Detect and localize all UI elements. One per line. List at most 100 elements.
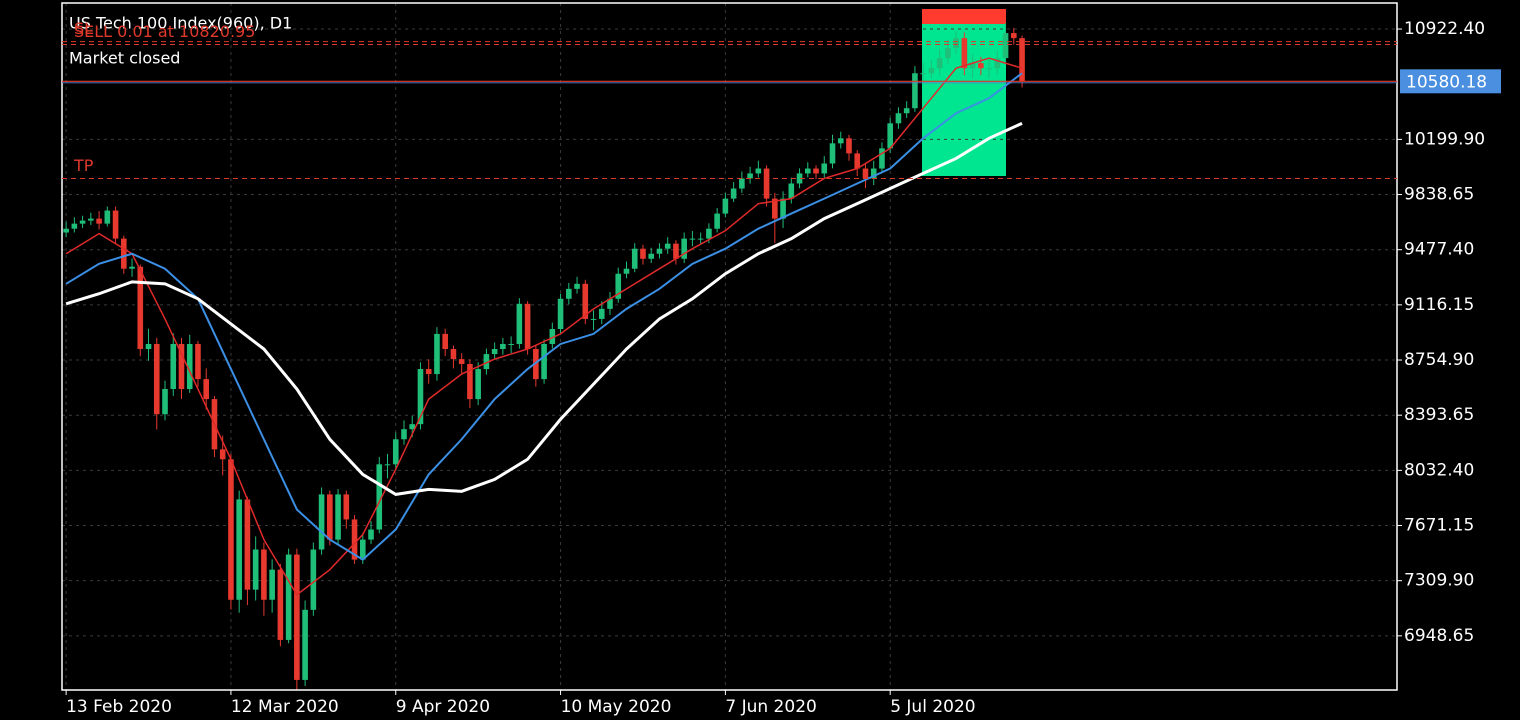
candle-body (574, 283, 580, 289)
candle-body (104, 210, 111, 224)
candle-body (500, 343, 506, 350)
candle-body (549, 329, 556, 344)
candle-body (1011, 33, 1017, 39)
candle-body (351, 519, 358, 560)
candle-body (195, 343, 201, 380)
candle-body (969, 63, 976, 69)
y-tick-label: 8032.40 (1404, 460, 1474, 480)
candle-body (244, 499, 251, 590)
level-label: SELL 0.01 at 10820.95 (74, 22, 255, 41)
candle-body (986, 68, 992, 70)
y-tick-label: 6948.65 (1404, 626, 1474, 646)
candle-body (228, 459, 234, 600)
candle-body (912, 73, 918, 109)
candle-body (829, 143, 836, 164)
candle-body (425, 369, 432, 375)
candle-body (837, 138, 844, 144)
candle-body (631, 248, 638, 269)
candle-body (401, 429, 407, 440)
candle-body (730, 188, 737, 199)
candle-body (252, 549, 259, 590)
trade-zone-bar (922, 9, 1006, 24)
candle-body (294, 554, 300, 680)
candle-body (302, 609, 308, 680)
candle-body (566, 288, 572, 299)
candle-body (706, 228, 712, 239)
candle-body (994, 58, 1001, 69)
candle-body (318, 494, 325, 550)
candle-body (714, 213, 720, 229)
candle-body (409, 424, 416, 430)
candle-body (417, 369, 424, 425)
candle-body (582, 283, 589, 319)
candle-body (623, 268, 630, 274)
y-tick-label: 9838.65 (1404, 185, 1474, 205)
candle-body (359, 539, 366, 560)
candle-body (145, 343, 152, 350)
candle-body (978, 63, 984, 69)
candle-body (953, 38, 959, 49)
candle-body (862, 168, 869, 179)
candle-body (63, 228, 69, 233)
x-tick-label: 5 Jul 2020 (890, 697, 975, 717)
y-tick-label: 9477.40 (1404, 240, 1474, 260)
candle-body (813, 168, 819, 174)
candle-body (854, 153, 861, 169)
candle-body (796, 173, 803, 184)
candle-body (384, 464, 391, 466)
candle-body (747, 173, 753, 179)
candle-body (186, 343, 193, 390)
level-label: TP (73, 156, 94, 175)
candle-body (491, 349, 498, 355)
y-tick-label: 8754.90 (1404, 350, 1474, 370)
candle-body (392, 439, 399, 465)
candle-body (516, 303, 523, 344)
candle-body (524, 303, 531, 350)
candle-body (1002, 33, 1009, 59)
moving-average (65, 72, 1023, 561)
candle-body (442, 333, 448, 350)
candle-body (335, 494, 341, 540)
plot-frame (61, 2, 1398, 691)
candle-body (458, 359, 465, 364)
candle-body (607, 298, 613, 309)
candle-body (1019, 38, 1025, 82)
candle-body (162, 389, 168, 415)
candle-body (879, 148, 885, 169)
candle-body (541, 343, 547, 380)
candle-body (780, 198, 786, 219)
candle-body (137, 266, 144, 350)
moving-average (65, 121, 1023, 496)
candle-body (203, 379, 210, 400)
candle-body (648, 253, 655, 259)
candle-body (640, 248, 646, 259)
candle-body (475, 369, 481, 400)
candle-body (846, 138, 852, 154)
candle-body (269, 569, 275, 600)
price-box (1400, 69, 1501, 94)
candle-body (467, 363, 473, 400)
candle-body (821, 163, 828, 174)
candle-body (508, 343, 514, 345)
candle-body (112, 210, 119, 239)
candle-body (739, 178, 745, 189)
candle-body (928, 68, 935, 74)
level-label: SL (74, 19, 93, 38)
x-tick-label: 12 Mar 2020 (231, 697, 339, 717)
candle-body (681, 238, 687, 259)
candle-body (920, 73, 926, 75)
candle-body (903, 108, 910, 114)
candle-body (772, 198, 778, 219)
price-label: 10580.18 (1406, 72, 1487, 92)
candle-body (129, 266, 135, 269)
candle-body (71, 223, 78, 229)
candle-body (615, 273, 622, 299)
y-tick-label: 7309.90 (1404, 571, 1474, 591)
candle-body (285, 554, 292, 640)
candle-body (664, 243, 671, 249)
candle-body (450, 349, 457, 360)
candle-body (178, 343, 185, 390)
candle-body (590, 318, 597, 320)
candle-body (96, 218, 102, 224)
